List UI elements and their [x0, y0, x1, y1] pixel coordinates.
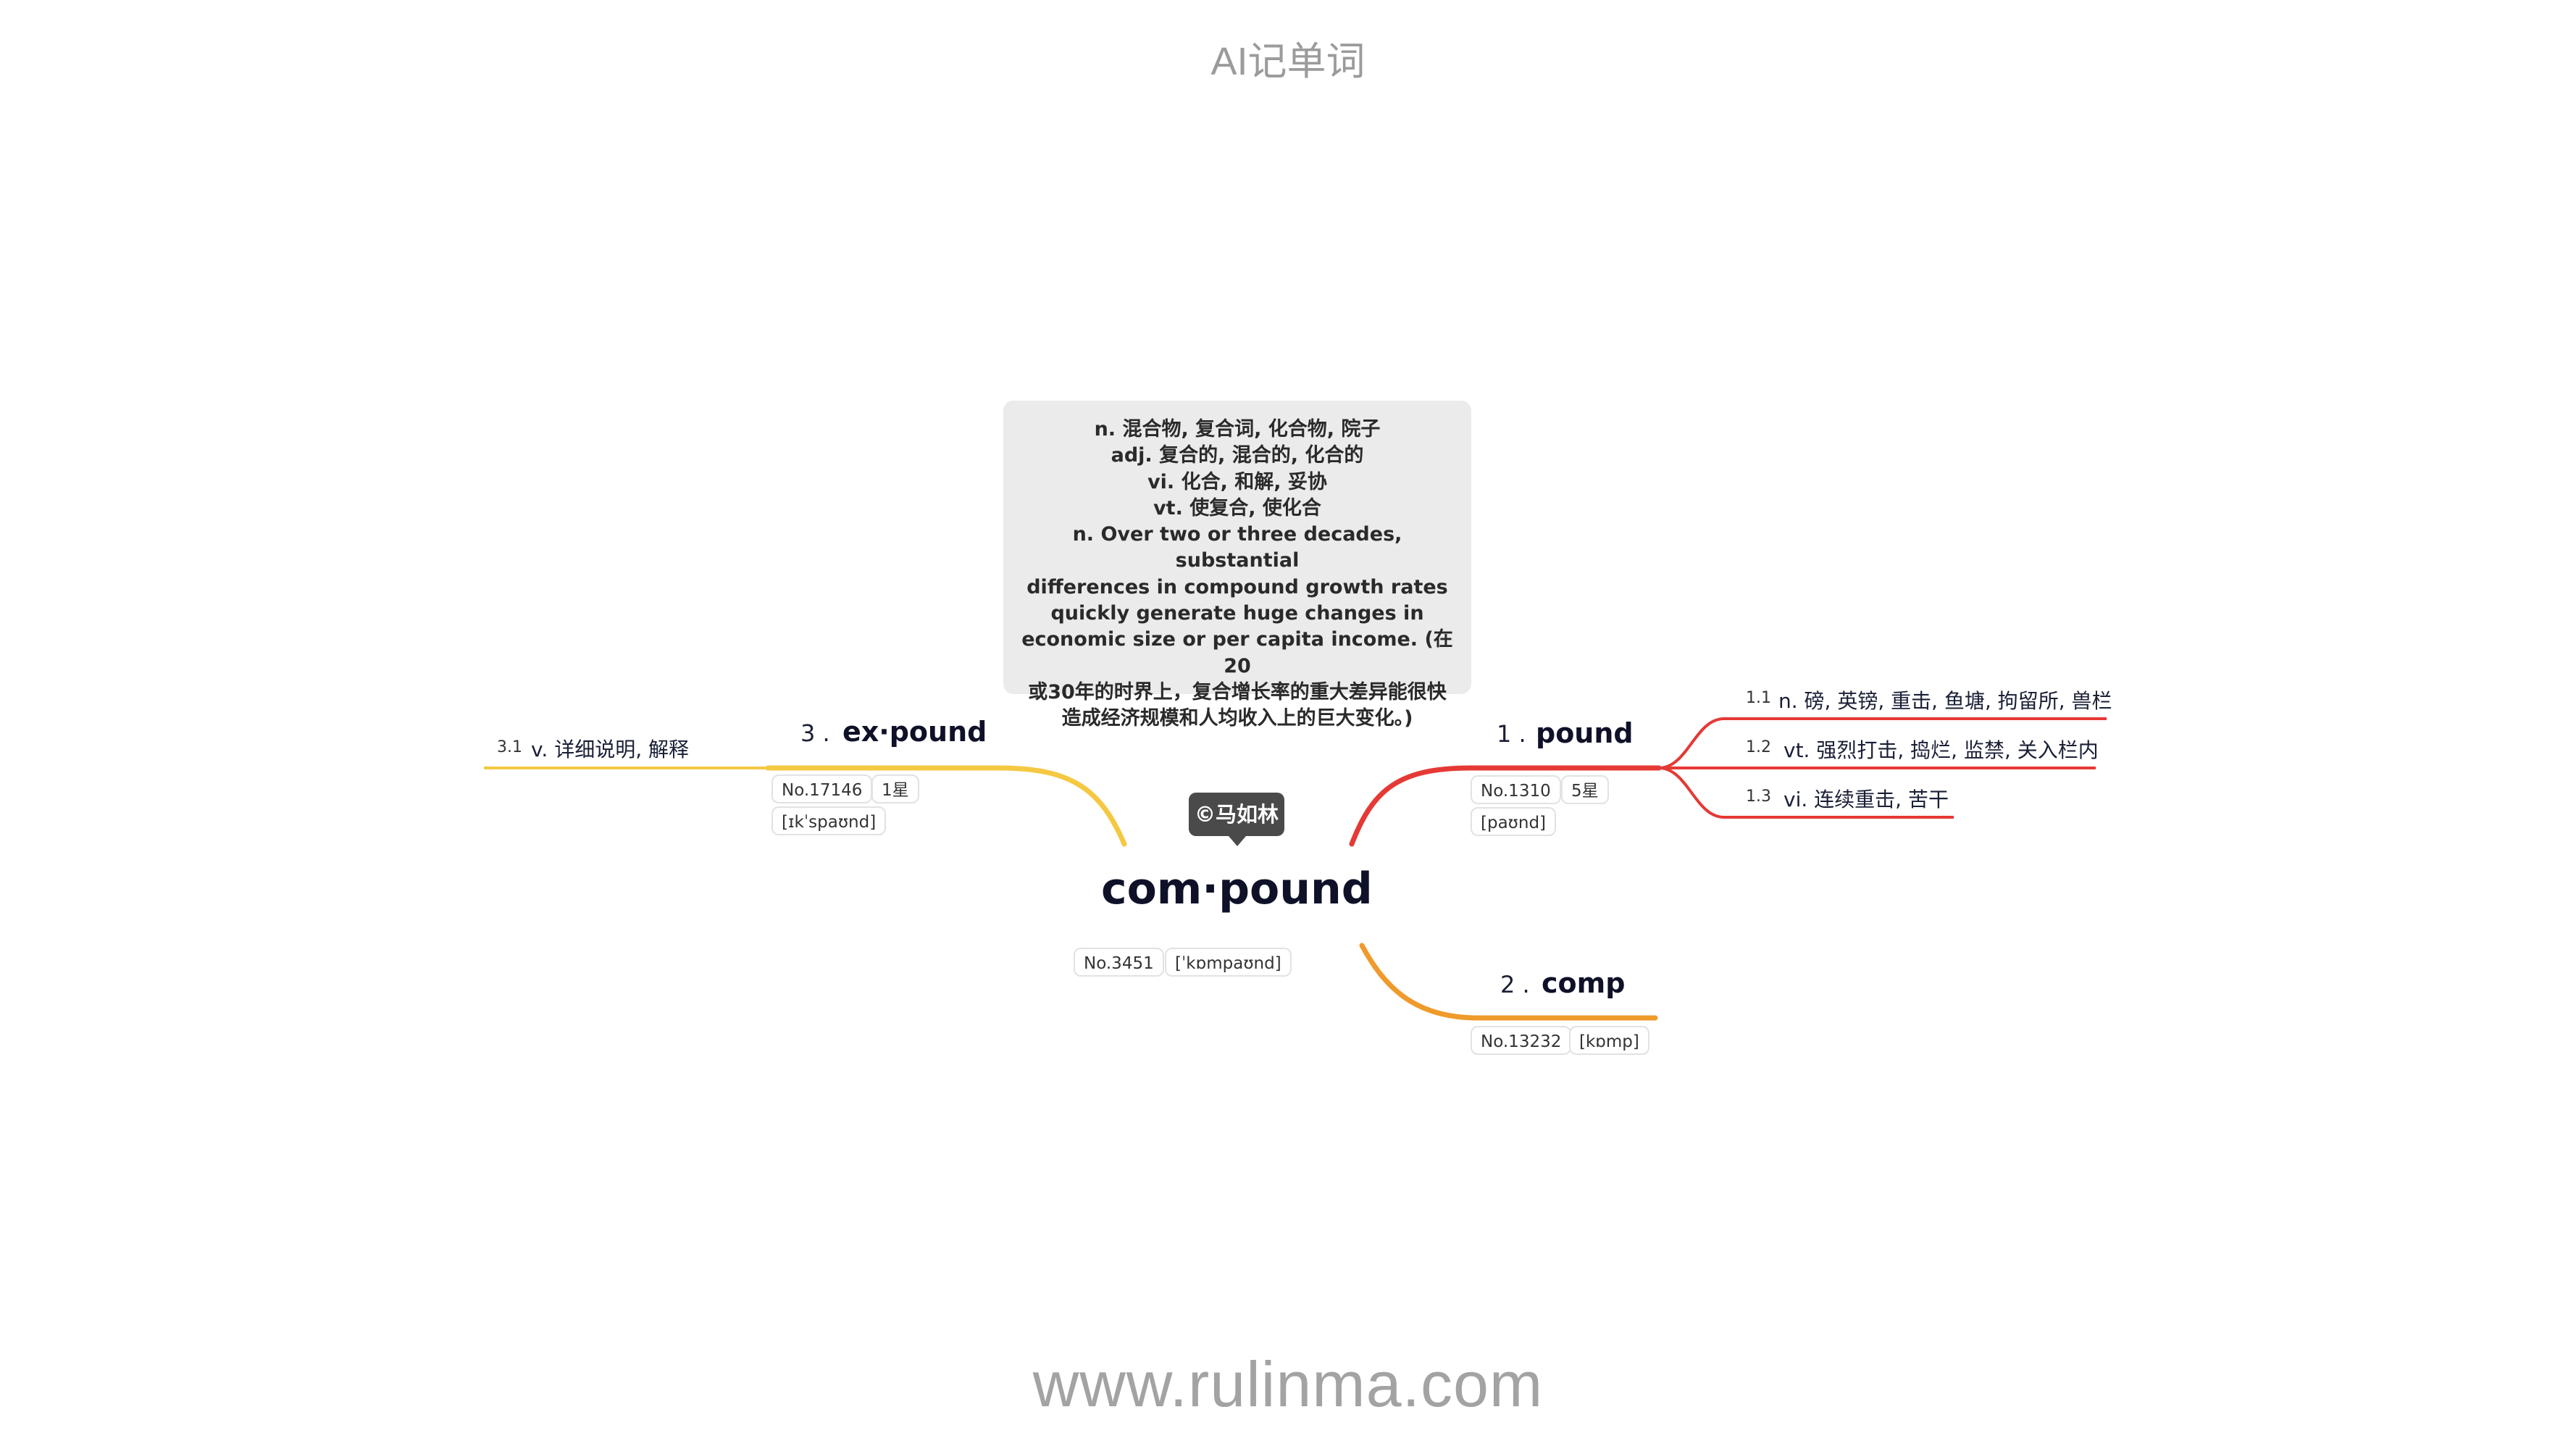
definition-line: n. Over two or three decades, substantia…	[1072, 523, 1402, 572]
branch-1-word[interactable]: pound	[1536, 717, 1634, 749]
connector-root-to-pound	[1349, 765, 1662, 847]
branch-3-index: 3 .	[800, 719, 830, 747]
branch-1-index: 1 .	[1497, 720, 1526, 748]
connector-pound-to-sense-1-1	[1658, 717, 2107, 769]
branch-1-number-tag: No.1310	[1471, 775, 1561, 804]
definition-line: vt. 使复合, 使化合	[1153, 496, 1321, 519]
sense-1-3-index: 1.3	[1746, 788, 1771, 806]
definition-line: 或30年的时界上，复合增长率的重大差异能很快	[1028, 680, 1447, 703]
definition-line: quickly generate huge changes in	[1050, 602, 1424, 625]
definition-line: 造成经济规模和人均收入上的巨大变化。)	[1061, 707, 1413, 730]
connector-root-to-comp	[1359, 943, 1658, 1021]
copyright-text: ©马如林	[1194, 802, 1279, 827]
root-word[interactable]: com·pound	[1101, 864, 1373, 914]
branch-2-number-tag: No.13232	[1471, 1026, 1572, 1055]
branch-2-index: 2 .	[1500, 971, 1530, 998]
sense-1-3-text[interactable]: vi. 连续重击, 苦干	[1783, 788, 1949, 811]
sense-1-2-text[interactable]: vt. 强烈打击, 捣烂, 监禁, 关入栏内	[1783, 738, 2099, 762]
tag-pointer	[1229, 836, 1246, 846]
sense-1-1-index: 1.1	[1746, 689, 1771, 707]
definition-line: vi. 化合, 和解, 妥协	[1147, 470, 1327, 493]
sense-1-2-index: 1.2	[1746, 738, 1771, 756]
root-number-tag: No.3451	[1074, 948, 1164, 977]
copyright-tag: ©马如林	[1189, 793, 1284, 846]
sense-3-1-text[interactable]: v. 详细说明, 解释	[531, 738, 689, 761]
root-phonetic-tag: [ˈkɒmpaʊnd]	[1165, 948, 1292, 977]
branch-2-phonetic-tag: [kɒmp]	[1569, 1026, 1649, 1055]
definition-line: adj. 复合的, 混合的, 化合的	[1111, 444, 1364, 467]
connector-root-to-expound	[765, 765, 1127, 847]
definition-line: economic size or per capita income. (在20	[1021, 628, 1453, 677]
app-title: AI记单词	[1210, 40, 1366, 83]
branch-1-phonetic-tag: [paʊnd]	[1471, 807, 1557, 836]
site-url[interactable]: www.rulinma.com	[1032, 1348, 1544, 1420]
definition-line: differences in compound growth rates	[1026, 575, 1448, 598]
branch-3-phonetic-tag: [ɪkˈspaʊnd]	[771, 806, 887, 835]
branch-2-word[interactable]: comp	[1542, 967, 1626, 999]
branch-3-stars-tag: 1星	[871, 774, 919, 803]
branch-1-stars-tag: 5星	[1561, 775, 1609, 804]
branch-3-word[interactable]: ex·pound	[842, 716, 987, 748]
branch-3-number-tag: No.17146	[771, 774, 873, 803]
sense-3-1-index: 3.1	[497, 738, 522, 756]
connector-pound-to-sense-1-3	[1658, 767, 1954, 819]
definition-card: n. 混合物, 复合词, 化合物, 院子 adj. 复合的, 混合的, 化合的 …	[1003, 401, 1471, 730]
sense-1-1-text[interactable]: n. 磅, 英镑, 重击, 鱼塘, 拘留所, 兽栏	[1778, 689, 2112, 713]
definition-line: n. 混合物, 复合词, 化合物, 院子	[1094, 418, 1381, 440]
